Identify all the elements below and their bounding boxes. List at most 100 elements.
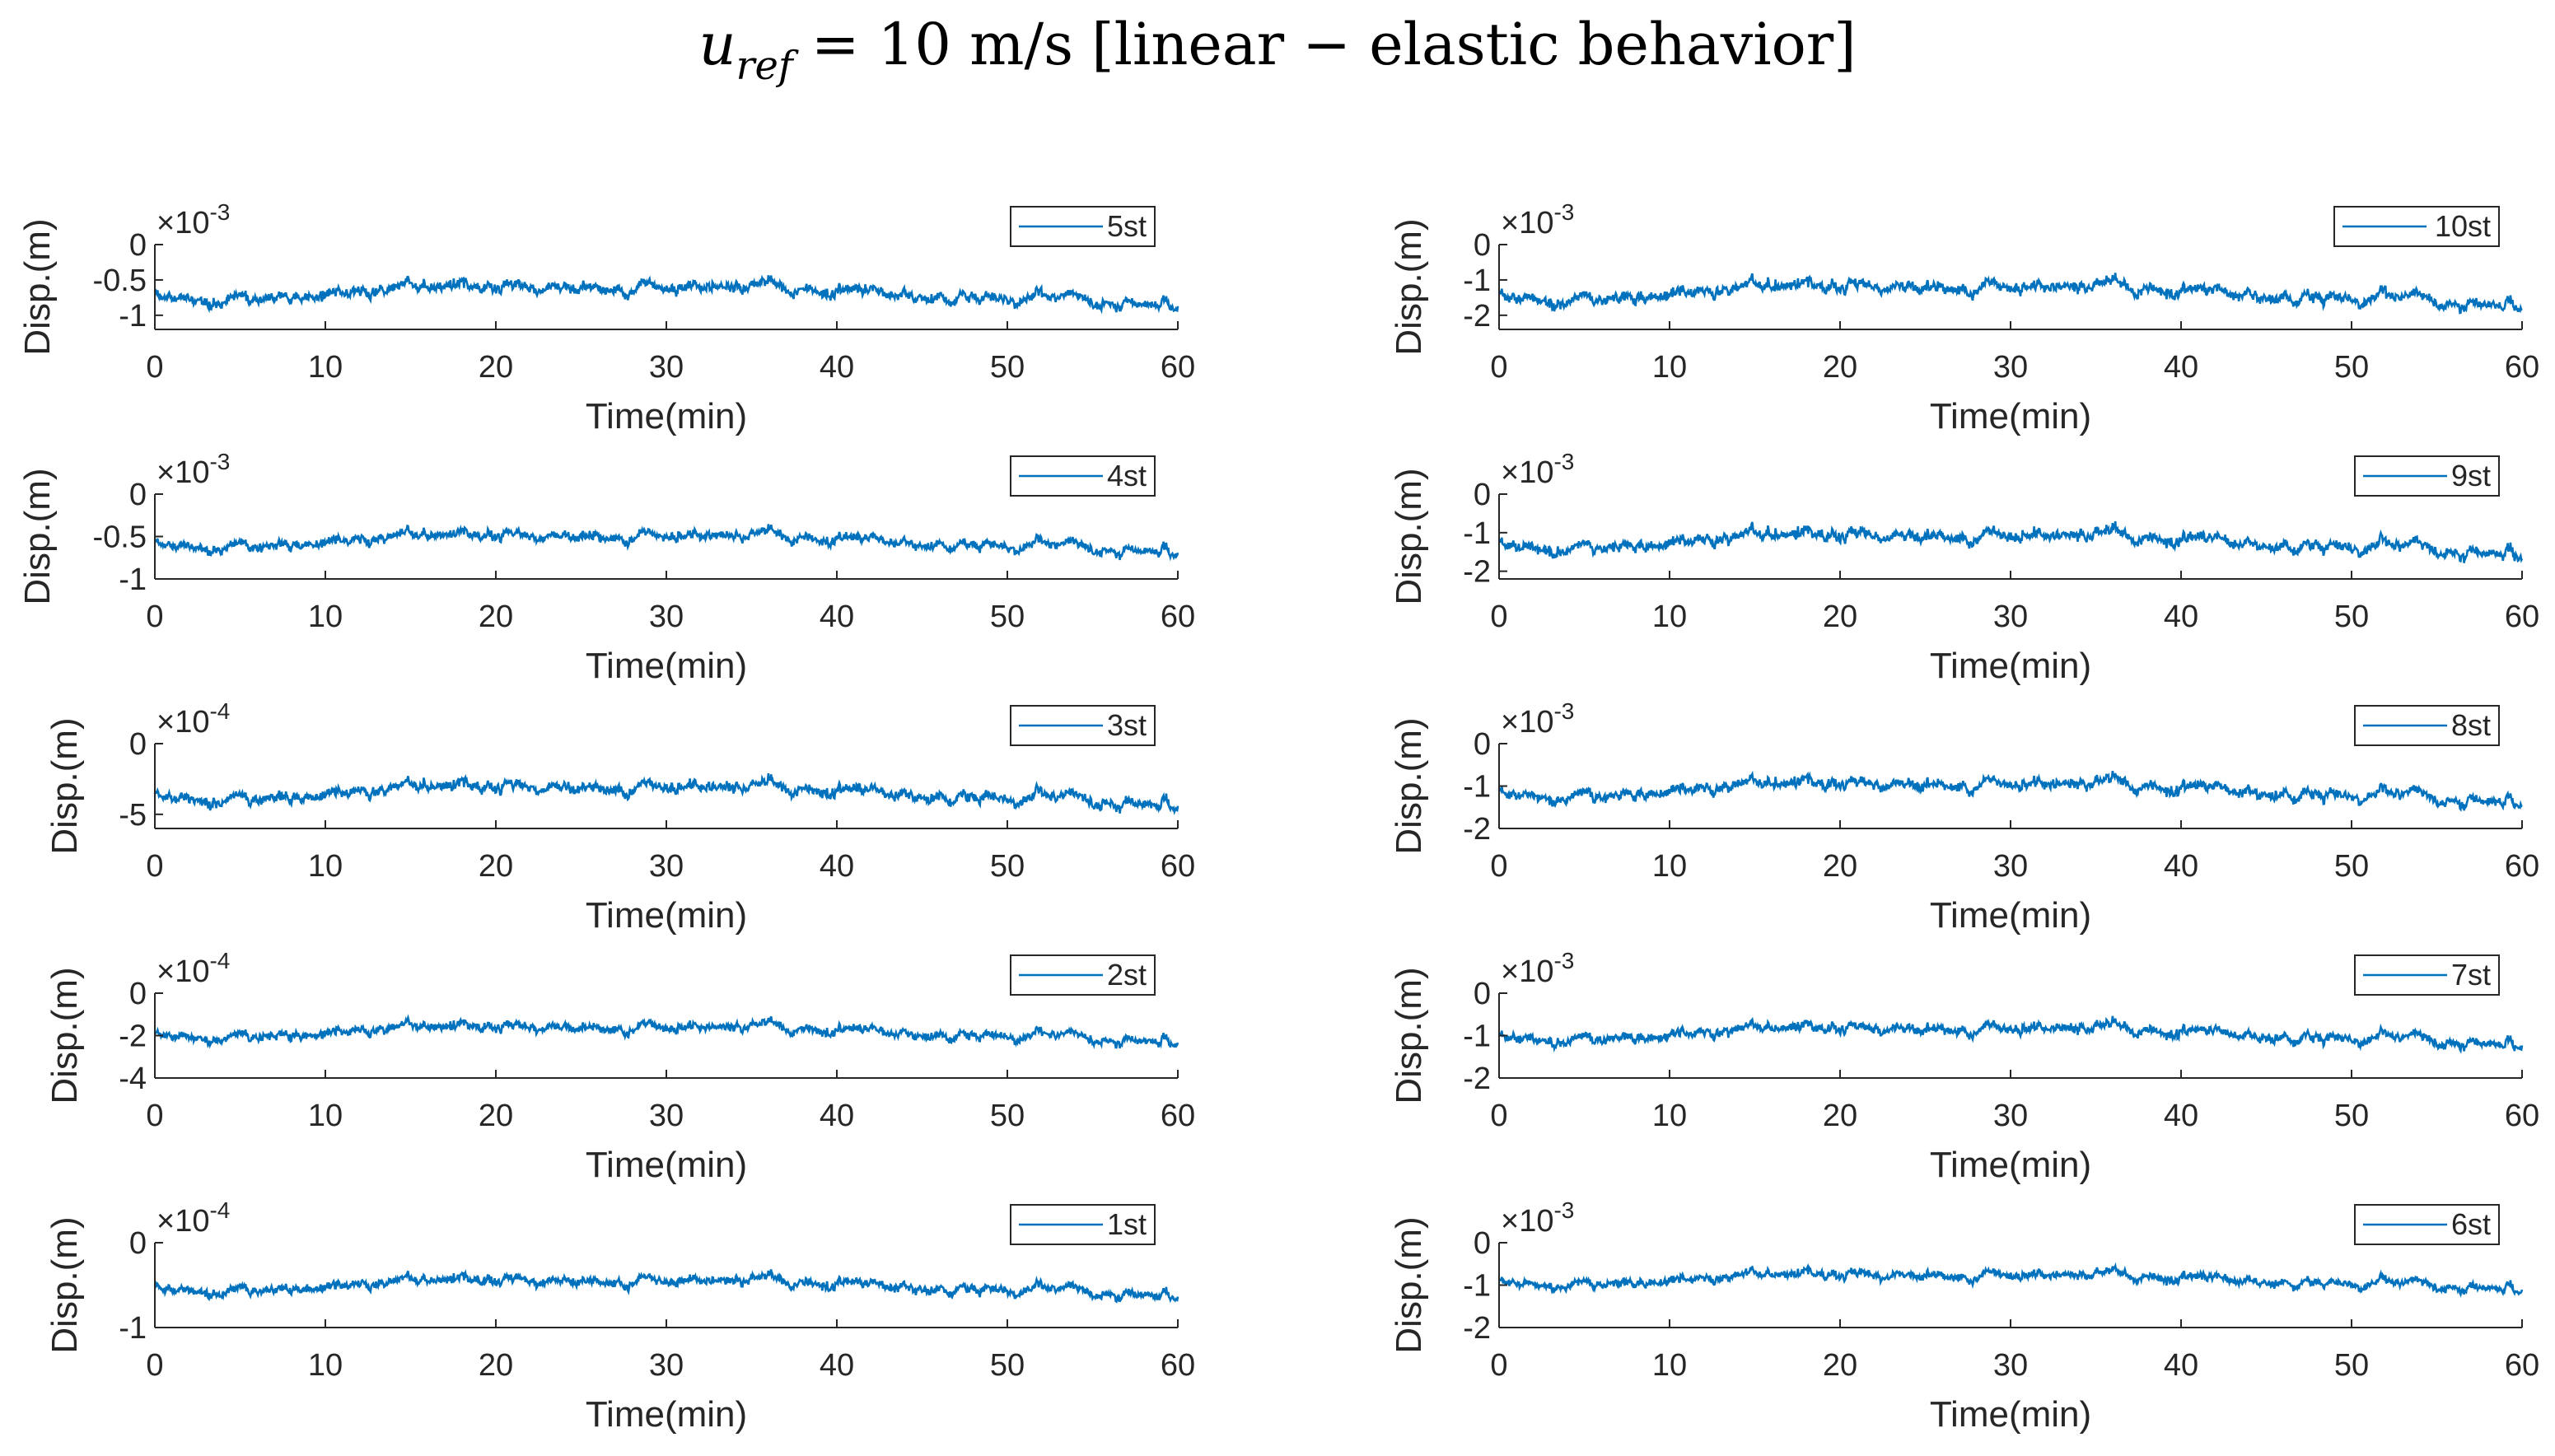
x-tick-label: 60 [2505, 1348, 2539, 1383]
legend-9st: 9st [2354, 455, 2500, 497]
legend-label: 3st [1107, 708, 1147, 742]
x-tick-label: 20 [1823, 600, 1857, 634]
y-axis-label: Disp.(m) [1389, 218, 1429, 355]
y-axis-label: Disp.(m) [1389, 468, 1429, 604]
y-axis-label: Disp.(m) [1389, 1216, 1429, 1353]
y-tick-label: -2 [1463, 1062, 1491, 1096]
y-tick-label: -0.5 [93, 264, 147, 298]
legend-label: 8st [2451, 708, 2491, 742]
x-tick-label: 20 [479, 600, 513, 634]
x-axis-label: Time(min) [586, 1145, 747, 1185]
x-tick-label: 30 [1993, 1099, 2028, 1133]
legend-7st: 7st [2354, 954, 2500, 996]
subplot-5st: 0 10 20 30 40 50 600-0.5-1×10-3Time(min)Disp.(… [17, 199, 1195, 436]
y-axis-label: Disp.(m) [44, 717, 85, 854]
x-tick-label: 50 [990, 1348, 1025, 1383]
x-tick-label: 30 [1993, 350, 2028, 385]
y-tick-label: 0 [1474, 228, 1491, 263]
subplot-6st: 0 10 20 30 40 50 60 0 -1 -2 ×10-3 Time(min) Disp.(m)… [1389, 1197, 2539, 1435]
x-axis-label: Time(min) [1930, 895, 2091, 936]
x-tick-label: 50 [2334, 849, 2369, 884]
x-tick-label: 40 [820, 600, 854, 634]
x-tick-label: 10 [308, 350, 343, 385]
x-tick-label: 0 [1490, 350, 1507, 385]
x-tick-label: 30 [649, 350, 684, 385]
x-tick-label: 30 [1993, 849, 2028, 884]
x-tick-label: 50 [2334, 1099, 2369, 1133]
x-tick-label: 30 [1993, 600, 2028, 634]
x-tick-label: 20 [479, 350, 513, 385]
subplot-2st: 0 10 20 30 40 50 60 0 -2 -4 ×10-4 Time(min) Disp.(m)… [44, 948, 1195, 1185]
y-tick-label: 0 [129, 228, 147, 263]
y-tick-label: -2 [1463, 1311, 1491, 1346]
x-tick-label: 30 [1993, 1348, 2028, 1383]
x-axis-label: Time(min) [1930, 396, 2091, 436]
x-tick-label: 10 [308, 600, 343, 634]
y-tick-label: -2 [1463, 555, 1491, 590]
y-tick-label: -2 [1463, 812, 1491, 847]
x-tick-label: 60 [2505, 849, 2539, 884]
legend-label: 10st [2435, 209, 2491, 243]
x-tick-label: 60 [1161, 1099, 1195, 1133]
y-axis-label: Disp.(m) [1389, 717, 1429, 854]
x-tick-label: 60 [1161, 1348, 1195, 1383]
x-tick-label: 30 [649, 1099, 684, 1133]
legend-10st: 10st [2333, 206, 2500, 247]
legend-2st: 2st [1010, 954, 1156, 996]
y-axis-label: Disp.(m) [44, 1216, 85, 1353]
series-line-7st [1497, 1015, 2524, 1054]
y-tick-label: 0 [129, 478, 147, 512]
x-tick-label: 0 [146, 1099, 163, 1133]
x-axis-label: Time(min) [1930, 1145, 2091, 1185]
legend-label: 2st [1107, 958, 1147, 992]
legend-8st: 8st [2354, 705, 2500, 746]
legend-5st: 5st [1010, 206, 1156, 247]
x-tick-label: 50 [990, 1099, 1025, 1133]
x-tick-label: 40 [2164, 350, 2198, 385]
legend-6st: 6st [2354, 1204, 2500, 1245]
series-line-1st [154, 1268, 1179, 1304]
x-axis-label: Time(min) [586, 646, 747, 686]
y-tick-label: 0 [1474, 727, 1491, 762]
x-axis-label: Time(min) [586, 1394, 747, 1435]
axis-exponent-label: ×10-3 [156, 449, 230, 490]
x-tick-label: 20 [479, 1099, 513, 1133]
subplot-8st: 0 10 20 30 40 50 60 0 -1 -2 ×10-3 Time(min) Disp.(m)… [1389, 698, 2539, 936]
x-tick-label: 20 [479, 849, 513, 884]
series-line-6st [1497, 1262, 2524, 1298]
legend-label: 9st [2451, 459, 2491, 492]
y-tick-label: -1 [119, 1311, 147, 1346]
y-tick-label: -1 [119, 299, 147, 334]
x-tick-label: 30 [649, 849, 684, 884]
x-tick-label: 60 [2505, 600, 2539, 634]
x-tick-label: 20 [479, 1348, 513, 1383]
x-tick-label: 10 [1652, 350, 1687, 385]
x-tick-label: 0 [1490, 849, 1507, 884]
figure-title: uref = 10 m/s [linear − elastic behavior… [698, 11, 1856, 89]
x-tick-label: 10 [1652, 1348, 1687, 1383]
legend-label: 5st [1107, 209, 1147, 243]
axis-exponent-label: ×10-3 [1501, 948, 1574, 989]
subplot-4st: 0 10 20 30 40 50 60 0 -0.5 -1 ×10-3 Time(min) Disp.(… [17, 449, 1195, 686]
x-tick-label: 20 [1823, 350, 1857, 385]
y-tick-label: 0 [129, 727, 147, 762]
x-tick-label: 40 [2164, 600, 2198, 634]
x-tick-label: 10 [1652, 1099, 1687, 1133]
subplot-9st: 0 10 20 30 40 50 60 0 -1 -2 ×10-3 Time(min) Disp.(m)… [1389, 449, 2539, 686]
x-tick-label: 50 [2334, 350, 2369, 385]
x-tick-label: 0 [1490, 1099, 1507, 1133]
x-tick-label: 40 [2164, 1348, 2198, 1383]
x-axis-label: Time(min) [586, 895, 747, 936]
x-tick-label: 30 [649, 1348, 684, 1383]
axis-exponent-label: ×10-3 [1501, 449, 1574, 490]
x-tick-label: 10 [1652, 600, 1687, 634]
series-line-9st [1497, 520, 2524, 563]
x-tick-label: 40 [820, 849, 854, 884]
series-line-2st [153, 1014, 1179, 1050]
subplot-7st: 0 10 20 30 40 50 60 0 -1 -2 ×10-3 Time(min) Disp.(m)… [1389, 948, 2539, 1185]
title-rest: = 10 m/s [linear − elastic behavior] [793, 11, 1857, 78]
axis-exponent-label: ×10-4 [156, 698, 230, 740]
y-tick-label: -1 [1463, 264, 1491, 298]
